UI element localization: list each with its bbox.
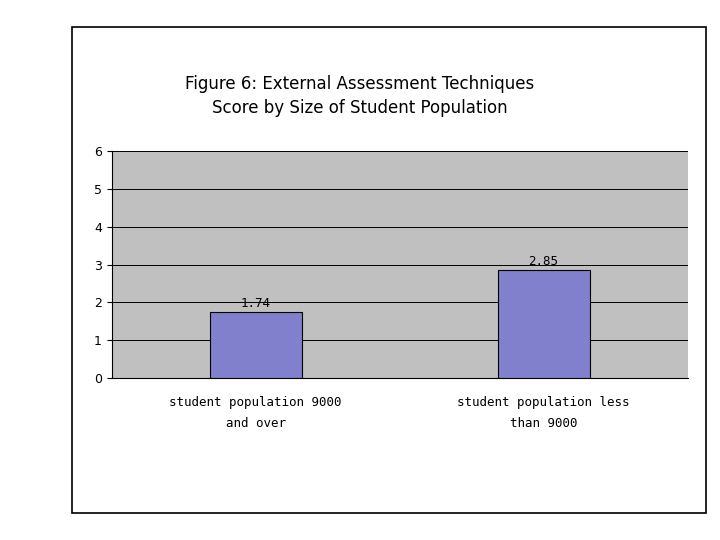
Bar [210, 312, 302, 378]
Text: 2.85: 2.85 [528, 255, 559, 268]
Text: Figure 6: External Assessment Techniques: Figure 6: External Assessment Techniques [185, 75, 535, 93]
Bar [498, 270, 590, 378]
Text: than 9000: than 9000 [510, 417, 577, 430]
Text: student population less: student population less [457, 396, 630, 409]
Text: and over: and over [225, 417, 286, 430]
Text: Score by Size of Student Population: Score by Size of Student Population [212, 99, 508, 117]
Text: 1.74: 1.74 [240, 296, 271, 309]
Text: student population 9000: student population 9000 [169, 396, 342, 409]
